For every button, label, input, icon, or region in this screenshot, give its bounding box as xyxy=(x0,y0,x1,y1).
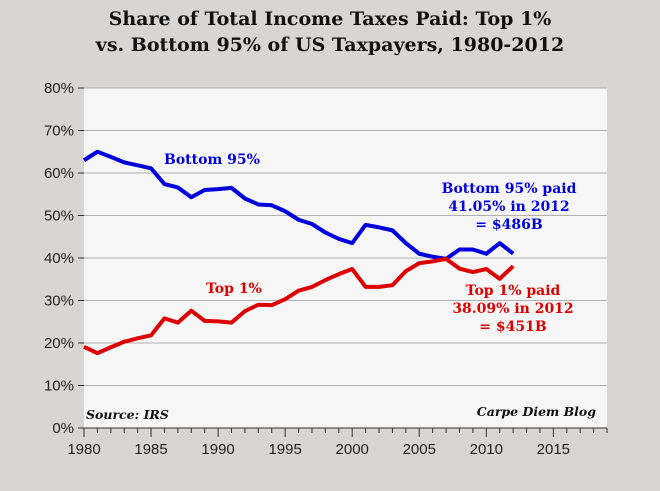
y-tick-label: 60% xyxy=(44,165,74,182)
top-1-note: 38.09% in 2012 xyxy=(452,301,573,317)
y-tick-label: 30% xyxy=(44,293,74,310)
x-tick-label: 1995 xyxy=(268,441,301,458)
credit-note: Carpe Diem Blog xyxy=(477,404,596,419)
y-tick-label: 70% xyxy=(44,123,74,140)
top-1-note: Top 1% paid xyxy=(466,283,561,299)
x-tick-label: 2000 xyxy=(336,441,369,458)
x-tick-label: 2005 xyxy=(403,441,436,458)
y-tick-label: 50% xyxy=(44,208,74,225)
source-note: Source: IRS xyxy=(86,407,169,422)
bottom-95-label: Bottom 95% xyxy=(164,152,260,168)
bottom-95-note: = $486B xyxy=(475,217,543,233)
x-tick-label: 1980 xyxy=(67,441,100,458)
bottom-95-note: Bottom 95% paid xyxy=(442,181,577,197)
x-tick-label: 1985 xyxy=(134,441,167,458)
y-tick-label: 0% xyxy=(52,420,74,437)
x-tick-label: 1990 xyxy=(201,441,234,458)
chart-title-line-2: vs. Bottom 95% of US Taxpayers, 1980-201… xyxy=(95,34,565,56)
top-1-label: Top 1% xyxy=(206,281,262,297)
bottom-95-note: 41.05% in 2012 xyxy=(448,199,569,215)
y-tick-label: 40% xyxy=(44,250,74,267)
y-tick-label: 20% xyxy=(44,335,74,352)
top-1-note: = $451B xyxy=(479,319,547,335)
x-tick-label: 2010 xyxy=(470,441,503,458)
y-tick-label: 80% xyxy=(44,80,74,97)
series-line-top-1- xyxy=(83,256,515,356)
x-tick-label: 2015 xyxy=(537,441,570,458)
y-tick-label: 10% xyxy=(44,378,74,395)
chart-title-line-1: Share of Total Income Taxes Paid: Top 1% xyxy=(108,8,552,30)
